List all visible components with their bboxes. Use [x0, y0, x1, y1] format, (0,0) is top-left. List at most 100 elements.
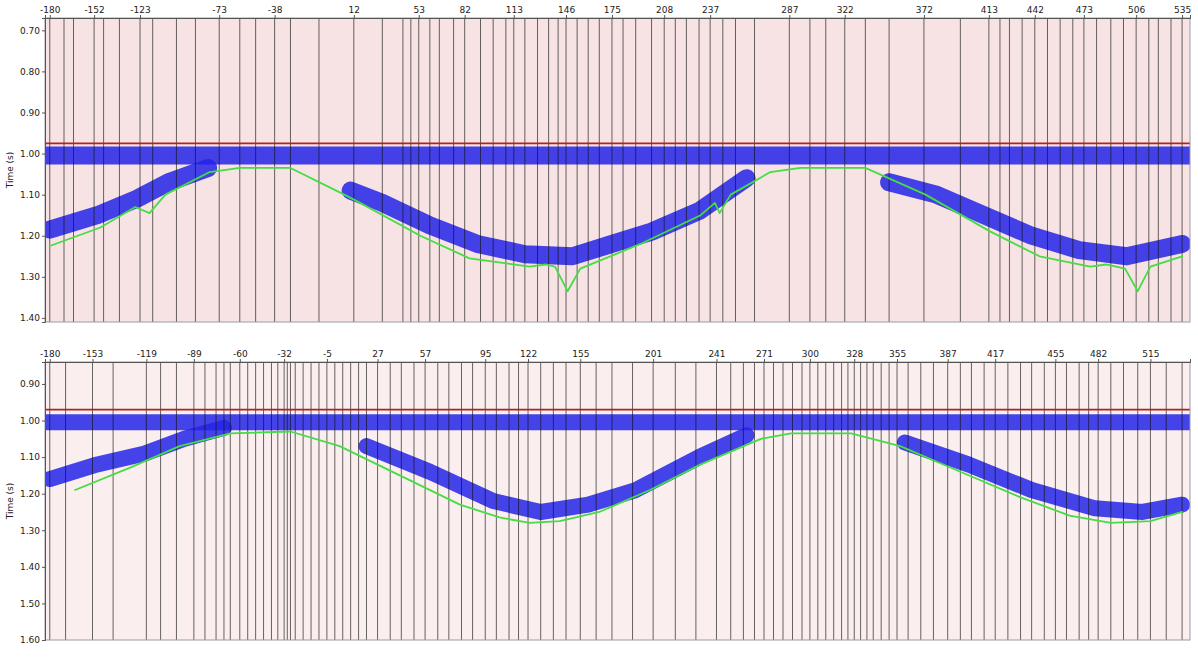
- x-tick-label: -153: [83, 349, 103, 359]
- y-tick-mark: [42, 494, 45, 495]
- trace: [103, 18, 104, 322]
- trace: [146, 362, 147, 640]
- x-tick-mark: [327, 359, 328, 362]
- y-tick-label: 1.20: [20, 231, 40, 241]
- trace: [65, 362, 66, 640]
- horizon-line: [50, 168, 1182, 291]
- x-tick: 328: [846, 349, 863, 362]
- x-tick-mark: [485, 359, 486, 362]
- trace: [382, 18, 383, 322]
- trace: [860, 362, 861, 640]
- trace: [651, 18, 652, 322]
- x-tick: 57: [420, 349, 431, 362]
- y-tick-label: 1.50: [20, 599, 40, 609]
- trace: [686, 18, 687, 322]
- x-tick: -180: [40, 349, 61, 362]
- trace: [611, 18, 612, 322]
- x-tick-mark: [1150, 359, 1151, 362]
- trace: [303, 362, 304, 640]
- x-tick-label: -32: [277, 349, 292, 359]
- trace: [754, 18, 755, 322]
- trace: [318, 18, 319, 322]
- trace: [493, 18, 494, 322]
- trace: [599, 18, 600, 322]
- x-tick: -89: [187, 349, 202, 362]
- x-tick-label: -38: [268, 5, 283, 15]
- trace: [1083, 18, 1084, 322]
- y-tick-mark: [42, 457, 45, 458]
- trace: [1088, 362, 1089, 640]
- x-tick-mark: [612, 15, 613, 18]
- x-tick-label: 515: [1142, 349, 1159, 359]
- trace: [377, 362, 378, 640]
- trace: [453, 18, 454, 322]
- trace: [1170, 18, 1171, 322]
- x-tick: -32: [277, 349, 292, 362]
- x-tick: -123: [130, 5, 150, 18]
- x-tick-mark: [284, 359, 285, 362]
- y-tick-mark: [42, 603, 45, 604]
- x-tick-label: -180: [40, 5, 61, 15]
- y-tick-mark: [42, 195, 45, 196]
- trace: [825, 18, 826, 322]
- x-tick-label: 201: [645, 349, 662, 359]
- amplitude-band: [50, 428, 1182, 512]
- trace: [897, 362, 898, 640]
- x-tick: -180: [40, 5, 61, 18]
- panel: -180-153-119-89-60-32-527579512215520124…: [5, 349, 1191, 645]
- x-tick-mark: [1098, 359, 1099, 362]
- x-tick: 201: [645, 349, 662, 362]
- x-tick: 237: [702, 5, 719, 18]
- y-tick: 1.20: [20, 231, 45, 241]
- trace: [464, 18, 465, 322]
- x-tick: 372: [916, 5, 933, 18]
- trace: [1044, 362, 1045, 640]
- y-tick: 1.30: [20, 272, 45, 282]
- trace: [216, 362, 217, 640]
- x-tick: 146: [558, 5, 575, 18]
- trace: [844, 18, 845, 322]
- x-tick-mark: [897, 359, 898, 362]
- trace: [318, 362, 319, 640]
- trace: [1072, 18, 1073, 322]
- x-tick: 95: [480, 349, 491, 362]
- plot-background: [45, 18, 1190, 322]
- trace: [999, 18, 1000, 322]
- x-tick-mark: [94, 15, 95, 18]
- x-tick-mark: [845, 15, 846, 18]
- x-tick-mark: [653, 359, 654, 362]
- trace: [334, 362, 335, 640]
- x-tick-mark: [514, 15, 515, 18]
- y-tick-mark: [42, 30, 45, 31]
- x-tick: 473: [1076, 5, 1093, 18]
- x-tick: 387: [940, 349, 957, 362]
- trace: [410, 18, 411, 322]
- trace: [247, 362, 248, 640]
- trace: [889, 18, 890, 322]
- x-tick: 271: [756, 349, 773, 362]
- y-tick-mark: [42, 640, 45, 641]
- y-tick: 1.60: [20, 635, 45, 645]
- trace: [537, 18, 538, 322]
- trace: [933, 362, 934, 640]
- x-tick-label: -60: [233, 349, 248, 359]
- x-tick-mark: [854, 359, 855, 362]
- y-axis-line: [42, 19, 46, 323]
- x-tick: 122: [520, 349, 537, 362]
- y-tick: 1.20: [20, 489, 45, 499]
- y-tick: 1.00: [20, 416, 45, 426]
- trace: [960, 362, 961, 640]
- trace: [195, 18, 196, 322]
- trace: [841, 362, 842, 640]
- trace: [290, 18, 291, 322]
- x-tick-label: -152: [84, 5, 104, 15]
- plot-background: [45, 362, 1190, 640]
- trace: [920, 362, 921, 640]
- trace: [881, 362, 882, 640]
- x-tick-mark: [194, 359, 195, 362]
- trace: [1123, 18, 1124, 322]
- x-tick-label: 322: [837, 5, 854, 15]
- x-tick-mark: [810, 359, 811, 362]
- x-tick-label: 82: [459, 5, 470, 15]
- x-tick-label: 95: [480, 349, 491, 359]
